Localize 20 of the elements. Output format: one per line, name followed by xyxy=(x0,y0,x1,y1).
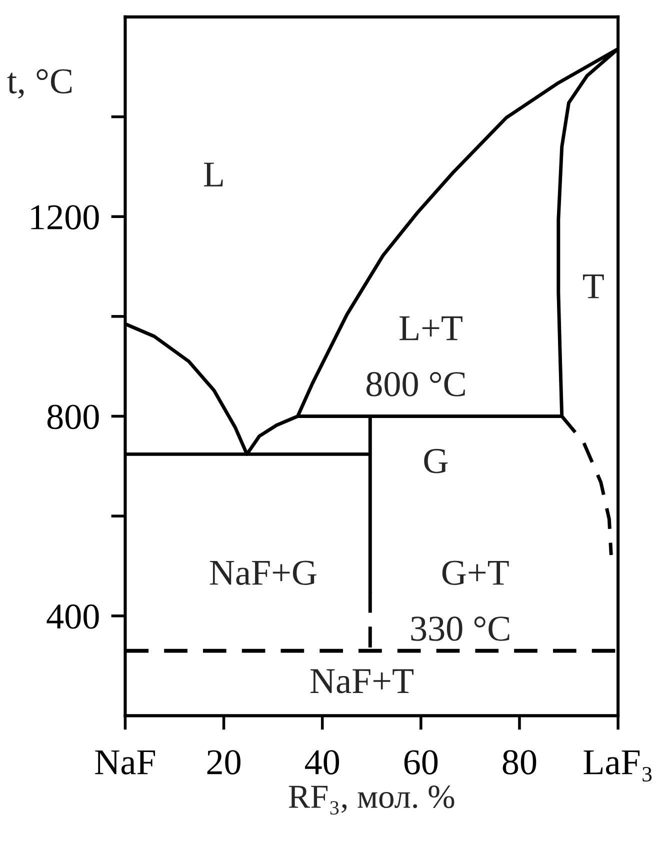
y-axis-title: t, °C xyxy=(7,69,72,99)
annotation: 330 °C xyxy=(411,616,510,641)
y-tick-label: 1200 xyxy=(31,205,99,230)
x-tick-label: LaF₃ xyxy=(584,750,652,782)
annotation: 800 °C xyxy=(366,372,465,396)
y-tick-label: 400 xyxy=(46,604,99,629)
x-tick-label: 80 xyxy=(502,750,536,774)
x-axis-title: RF₃, мол. % xyxy=(288,786,454,815)
annotation: NaF+G xyxy=(210,560,316,585)
x-tick-label: 20 xyxy=(207,750,240,774)
x-tick-label: 40 xyxy=(304,750,340,774)
annotation: T xyxy=(583,274,604,298)
annotation: L+T xyxy=(400,316,462,340)
y-tick-label: 800 xyxy=(47,404,99,430)
annotation: NaF+T xyxy=(310,669,414,694)
annotation: G xyxy=(424,448,448,474)
annotation: G+T xyxy=(442,560,509,585)
x-tick-label: NaF xyxy=(95,750,155,774)
annotation: L xyxy=(204,162,223,186)
x-tick-label: 60 xyxy=(404,750,438,774)
